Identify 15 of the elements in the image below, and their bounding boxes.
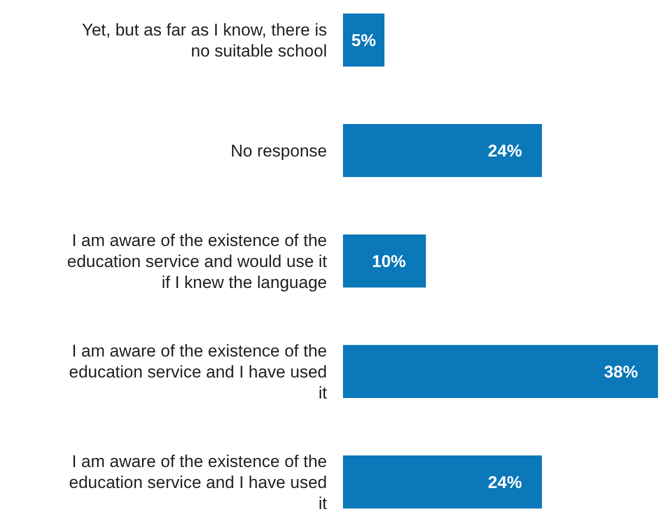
- bar: [343, 14, 384, 67]
- bar: [343, 124, 542, 178]
- bar: [343, 455, 542, 508]
- data-label: 5%: [351, 30, 376, 50]
- data-label: 38%: [604, 362, 638, 382]
- bar: [343, 344, 658, 398]
- y-tick-label: Yet, but as far as I know, there is no suitable school: [82, 20, 327, 60]
- y-tick-label: No response: [230, 141, 327, 160]
- data-label: 10%: [372, 252, 406, 271]
- y-tick-label: I am aware of the existence of the education service and would use it if I knew the language: [67, 230, 328, 292]
- data-label: 24%: [488, 141, 522, 160]
- y-tick-label: I am aware of the existence of the education service and I have used it: [68, 452, 328, 513]
- y-tick-label: I am aware of the existence of the education service and I have used it: [68, 341, 328, 402]
- data-label: 24%: [488, 472, 522, 492]
- bar: [343, 234, 426, 288]
